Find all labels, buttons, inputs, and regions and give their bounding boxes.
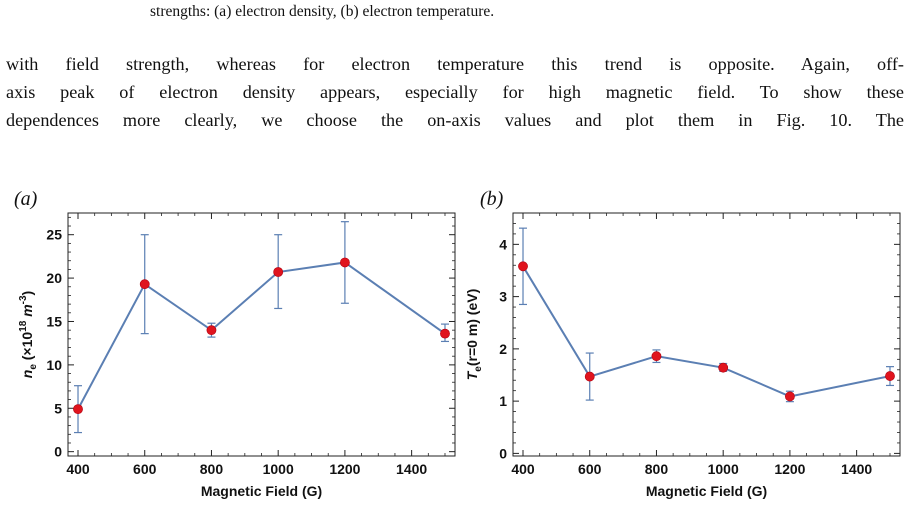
y-tick-label: 3 [499,289,507,305]
y-tick-label: 0 [499,445,507,461]
paragraph-line: with field strength, whereas for electro… [6,54,904,74]
y-tick-label: 20 [46,270,62,286]
chart-panel-b: 400 600 800 1000 1200 1400 0 1 2 3 4 Magnetic Field… [464,212,901,499]
y-tick-label: 25 [46,227,62,243]
x-tick-label: 400 [511,461,535,477]
x-tick-label: 600 [133,461,157,477]
data-point [440,328,450,339]
y-tick-label: 5 [54,400,62,416]
data-point [73,404,83,415]
data-point [139,279,150,290]
x-tick-label: 1200 [774,461,805,477]
y-tick-label: 10 [46,357,62,373]
x-tick-label: 1000 [708,461,739,477]
y-tick-label: 1 [499,393,507,409]
x-tick-label: 400 [66,461,90,477]
x-axis-title: Magnetic Field (G) [646,483,767,499]
y-tick-label: 0 [54,444,62,460]
data-point [518,261,528,272]
data-point [273,267,284,277]
x-axis-title: Magnetic Field (G) [201,483,322,499]
x-tick-label: 600 [578,461,602,477]
data-point [785,391,795,402]
x-tick-label: 800 [645,461,669,477]
panel-a-label: (a) [14,188,38,210]
series-line [522,265,891,398]
data-point [340,257,350,268]
x-tick-label: 1400 [841,461,872,477]
x-tick-label: 1400 [396,461,427,477]
paragraph-line: axis peak of electron density appears, e… [6,82,904,102]
y-axis-title: Te(r=0 m) (eV) [464,289,484,381]
data-point [885,371,895,381]
data-point [584,371,595,382]
plot-frame [512,212,901,457]
series-line [77,261,446,410]
data-point [206,325,217,336]
chart-panel-a: 400 600 800 1000 1200 1400 0 5 10 15 20 25 Magnetic … [18,212,456,499]
y-tick-label: 15 [46,313,62,329]
y-axis-title: ne (×1018 m-3) [18,291,39,378]
x-tick-label: 1200 [329,461,360,477]
plot-frame [67,212,456,457]
y-tick-label: 2 [499,341,507,357]
figure-caption-fragment: strengths: (a) electron density, (b) ele… [150,3,495,20]
x-tick-label: 1000 [263,461,294,477]
y-tick-label: 4 [499,236,507,252]
x-tick-label: 800 [200,461,224,477]
data-point [718,362,729,373]
body-paragraph: with field strength, whereas for electro… [6,50,904,134]
data-point [651,351,662,362]
paragraph-line: dependences more clearly, we choose the … [6,110,904,130]
panel-b-label: (b) [480,188,504,210]
